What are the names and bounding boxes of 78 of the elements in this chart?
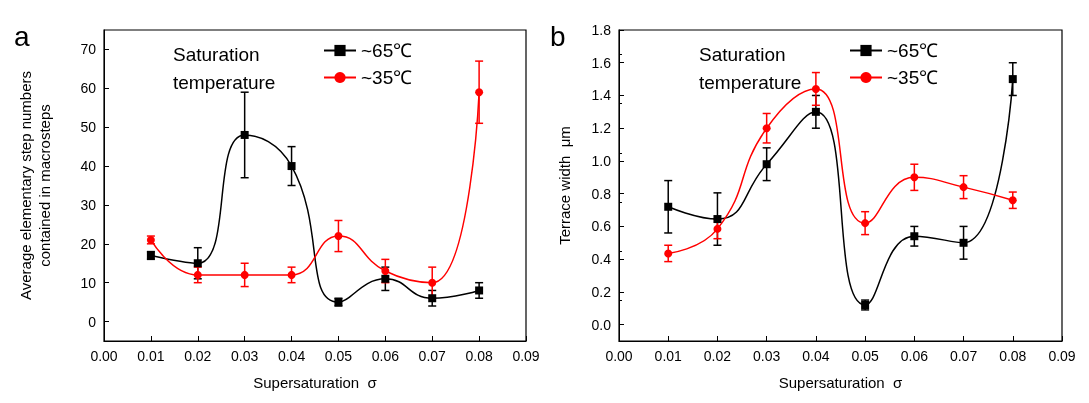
x-tick-label: 0.09 <box>1048 348 1076 364</box>
point <box>381 267 390 276</box>
point <box>287 162 296 171</box>
x-tick-label: 0.07 <box>418 348 447 364</box>
point <box>240 130 249 139</box>
x-tick-label: 0.04 <box>277 348 306 364</box>
point <box>193 270 202 279</box>
point <box>664 202 673 211</box>
y-tick-label: 1.8 <box>591 22 612 38</box>
legend-label: ~65℃ <box>361 40 413 61</box>
point <box>713 215 722 224</box>
y-tick-label: 20 <box>80 235 97 252</box>
legend-label: ~65℃ <box>887 40 939 61</box>
y-tick-label: 1.6 <box>591 54 612 71</box>
point <box>762 160 771 169</box>
y-tick-label: 0.0 <box>591 316 612 333</box>
chart-title: a <box>14 20 30 52</box>
point <box>861 219 870 228</box>
point <box>240 270 249 279</box>
x-tick-label: 0.02 <box>703 348 732 364</box>
y-tick-label: 10 <box>80 274 97 291</box>
x-tick-label: 0.05 <box>851 348 879 364</box>
x-tick-label: 0.07 <box>949 348 978 364</box>
x-tick-label: 0.03 <box>231 348 259 364</box>
x-tick-label: 0.00 <box>90 348 118 364</box>
point <box>664 249 673 258</box>
legend-title: Saturation temperature <box>173 43 276 93</box>
y-axis-title: Terrace width μm <box>556 126 573 245</box>
y-tick-label: 70 <box>80 41 97 58</box>
point <box>713 224 722 233</box>
point <box>1008 196 1017 205</box>
x-tick-label: 0.06 <box>900 348 929 364</box>
y-tick-label: 0.4 <box>591 251 612 268</box>
x-tick-label: 0.05 <box>324 348 353 364</box>
legend-title: Saturation temperature <box>699 43 802 93</box>
x-tick-label: 0.04 <box>802 348 830 364</box>
y-tick-label: 60 <box>80 80 97 97</box>
point <box>428 294 437 303</box>
y-tick-label: 1.2 <box>591 120 612 137</box>
point <box>193 259 202 268</box>
y-tick-label: 1.0 <box>591 152 612 169</box>
point <box>475 88 484 97</box>
point <box>910 232 919 241</box>
y-tick-label: 0.2 <box>591 283 612 300</box>
point <box>428 278 437 287</box>
x-tick-label: 0.02 <box>184 348 212 364</box>
x-tick-label: 0.08 <box>999 348 1027 364</box>
y-tick-label: 50 <box>80 119 97 136</box>
y-tick-label: 0 <box>88 313 97 330</box>
y-tick-label: 40 <box>80 158 97 175</box>
x-axis-title: Supersaturation σ <box>778 374 903 391</box>
point <box>811 84 820 93</box>
point <box>959 238 968 247</box>
point <box>762 124 771 133</box>
x-tick-label: 0.00 <box>605 348 633 364</box>
point <box>910 173 919 182</box>
y-tick-label: 0.6 <box>591 218 612 235</box>
legend-label: ~35℃ <box>361 67 413 88</box>
x-tick-label: 0.01 <box>654 348 683 364</box>
y-axis-title: Average elementary step numbers contained in macrosteps <box>17 70 53 301</box>
x-tick-label: 0.08 <box>465 348 493 364</box>
legend-label: ~35℃ <box>887 67 939 88</box>
x-tick-label: 0.06 <box>371 348 400 364</box>
x-tick-label: 0.09 <box>512 348 540 364</box>
y-tick-label: 0.8 <box>591 185 612 202</box>
x-axis-title: Supersaturation σ <box>253 374 378 391</box>
x-tick-label: 0.01 <box>137 348 165 364</box>
point <box>811 107 820 116</box>
point <box>959 183 968 192</box>
chart-title: b <box>550 20 566 52</box>
point <box>287 270 296 279</box>
point <box>1008 75 1017 84</box>
point <box>475 286 484 295</box>
y-tick-label: 30 <box>80 196 97 213</box>
y-tick-label: 1.4 <box>591 87 612 104</box>
point <box>381 274 390 283</box>
point <box>334 232 343 241</box>
x-tick-label: 0.03 <box>753 348 781 364</box>
